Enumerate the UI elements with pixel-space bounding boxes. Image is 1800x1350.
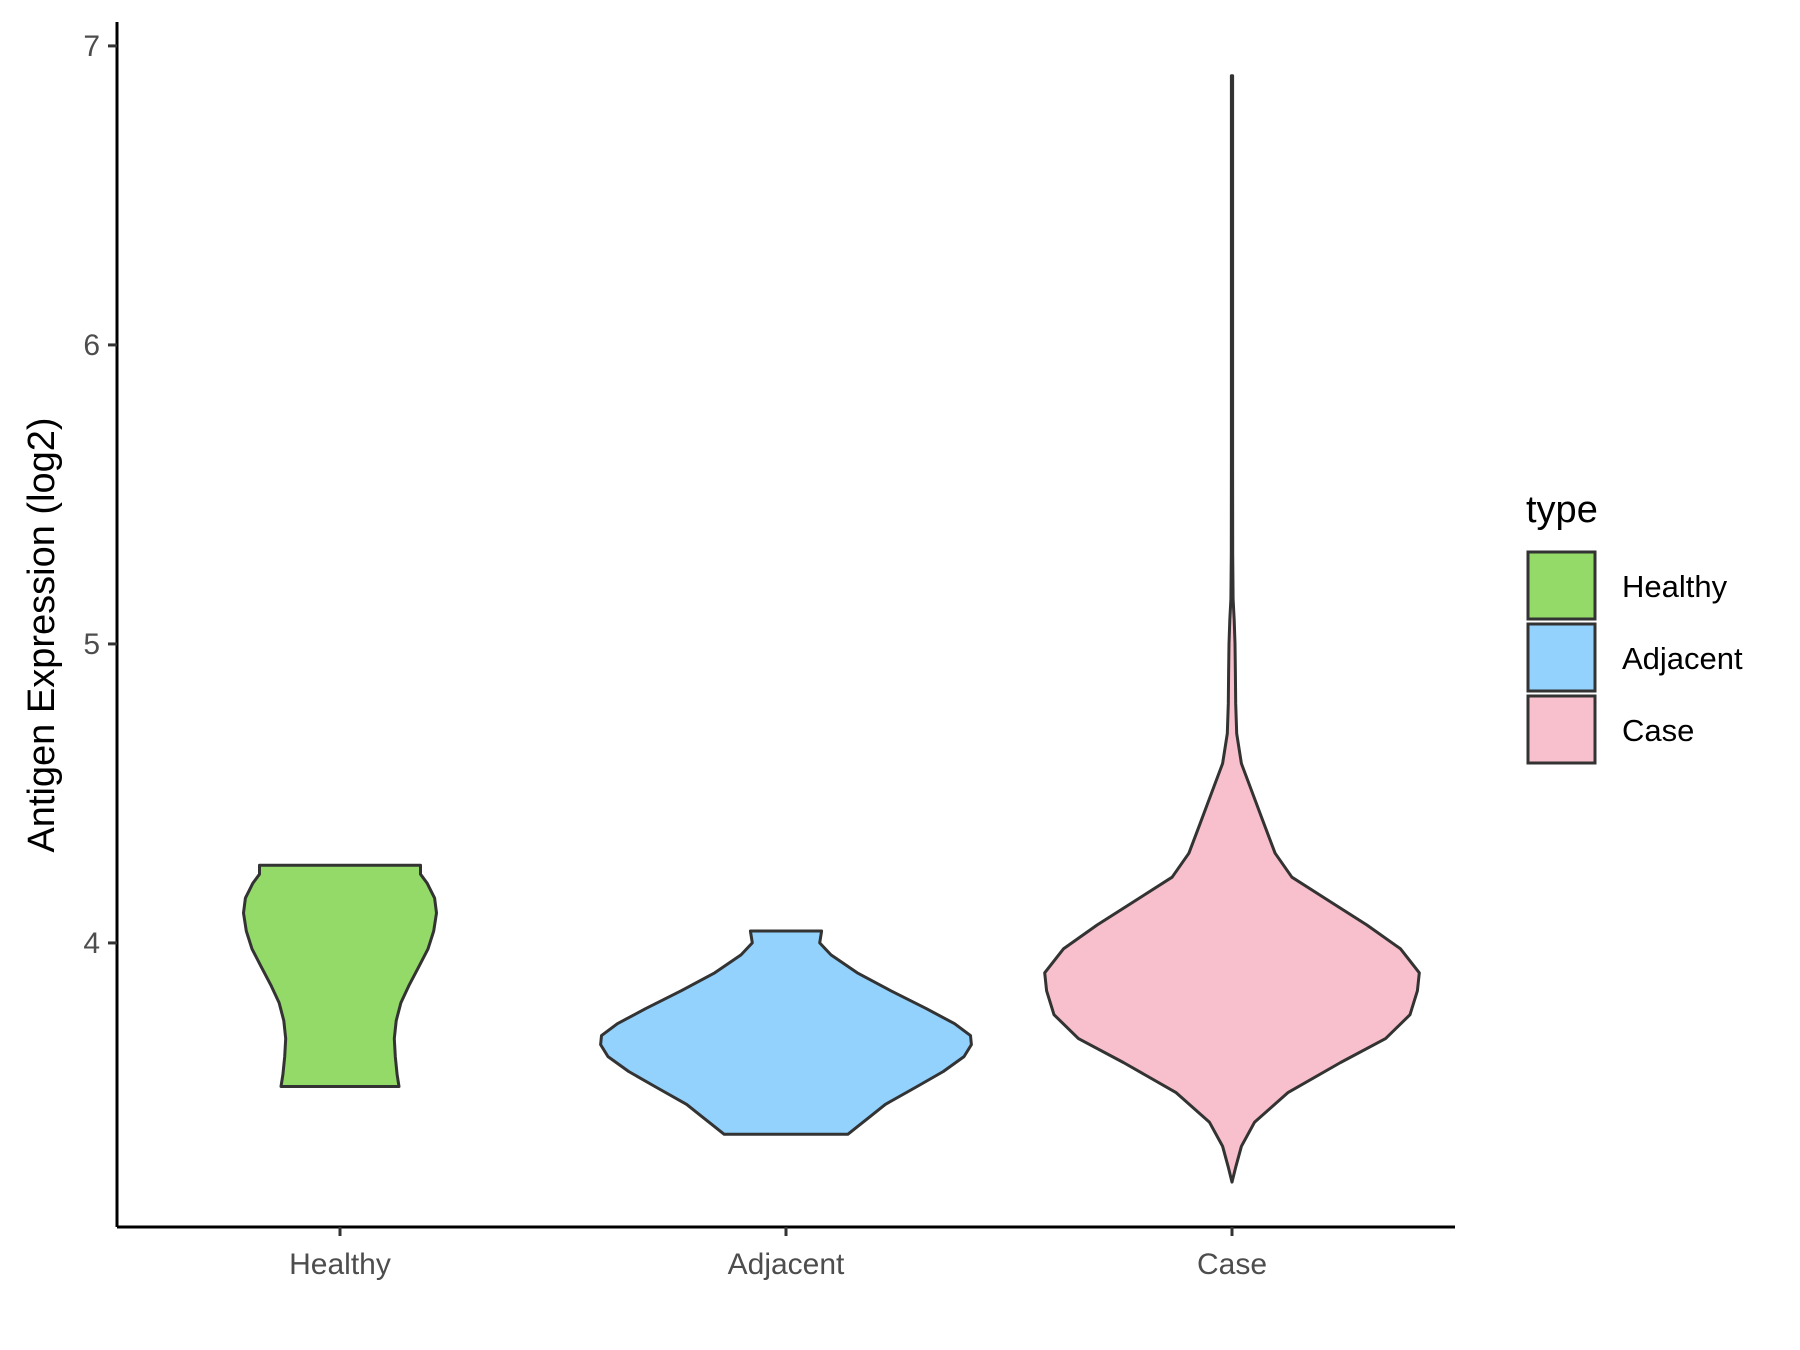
y-tick-label: 4: [83, 927, 100, 960]
violin-case: [1043, 74, 1421, 1184]
y-axis-title: Antigen Expression (log2): [21, 417, 63, 852]
legend-label: Healthy: [1622, 569, 1728, 604]
axes-layer: 4 5 6 7 Healthy Adjacent Case: [83, 22, 1455, 1281]
legend-title: type: [1526, 489, 1598, 531]
legend-key-healthy: [1526, 550, 1597, 621]
legend-key-adjacent: [1526, 622, 1597, 693]
y-tick-label: 7: [83, 30, 100, 63]
legend-entries: Healthy Adjacent Case: [1526, 550, 1743, 765]
x-tick-label: Adjacent: [728, 1248, 845, 1281]
legend-label: Adjacent: [1622, 641, 1743, 676]
y-tick-label: 5: [83, 628, 100, 661]
violins-layer: [242, 74, 1421, 1184]
x-tick-label: Case: [1197, 1248, 1267, 1281]
x-tick-label: Healthy: [289, 1248, 391, 1281]
violin-adjacent: [599, 929, 973, 1136]
legend-key-case: [1526, 694, 1597, 765]
legend-label: Case: [1622, 713, 1694, 748]
y-tick-label: 6: [83, 329, 100, 362]
legend: type Healthy Adjacent Case: [1526, 489, 1743, 765]
violin-healthy: [242, 863, 438, 1088]
